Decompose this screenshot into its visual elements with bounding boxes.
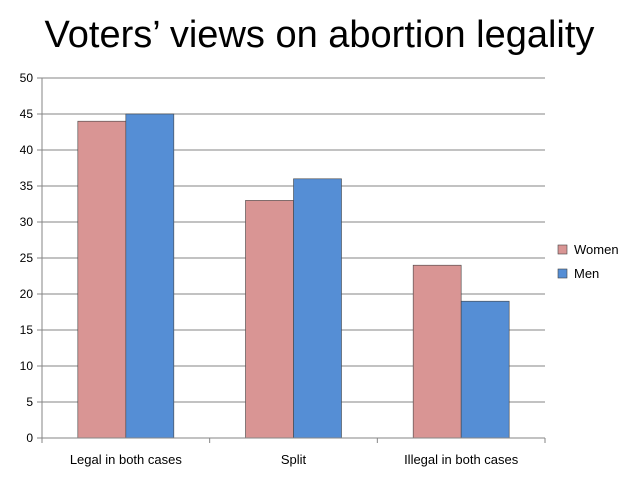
x-category-label: Legal in both cases	[70, 452, 183, 467]
bar-women-2	[245, 200, 294, 439]
legend: Women Men	[557, 242, 619, 281]
axes	[37, 77, 546, 443]
y-tick-label: 15	[20, 323, 34, 337]
y-tick-label: 35	[20, 179, 34, 193]
bars	[77, 113, 510, 439]
bar-men-2	[293, 178, 342, 439]
bar-women-3	[412, 264, 462, 439]
legend-swatch-women	[557, 244, 568, 255]
y-tick-label: 45	[20, 107, 34, 121]
x-category-labels: Legal in both cases Split Illegal in both …	[70, 452, 519, 467]
y-tick-label: 50	[20, 71, 34, 85]
x-category-label: Split	[281, 452, 307, 467]
y-tick-label: 5	[26, 395, 33, 409]
legend-label-men: Men	[574, 266, 599, 281]
y-tick-labels: 0 5 10 15 20 25 30 35 40 45 50	[20, 71, 34, 445]
y-tick-label: 10	[20, 359, 34, 373]
bar-men-3	[460, 300, 510, 439]
y-tick-label: 25	[20, 251, 34, 265]
y-tick-label: 20	[20, 287, 34, 301]
chart-title: Voters’ views on abortion legality	[44, 14, 595, 56]
y-tick-label: 0	[26, 431, 33, 445]
bar-men-1	[125, 113, 175, 439]
x-category-label: Illegal in both cases	[404, 452, 519, 467]
y-tick-label: 40	[20, 143, 34, 157]
y-tick-label: 30	[20, 215, 34, 229]
bar-women-1	[77, 120, 127, 439]
legend-label-women: Women	[574, 242, 619, 257]
legend-swatch-men	[557, 268, 568, 279]
